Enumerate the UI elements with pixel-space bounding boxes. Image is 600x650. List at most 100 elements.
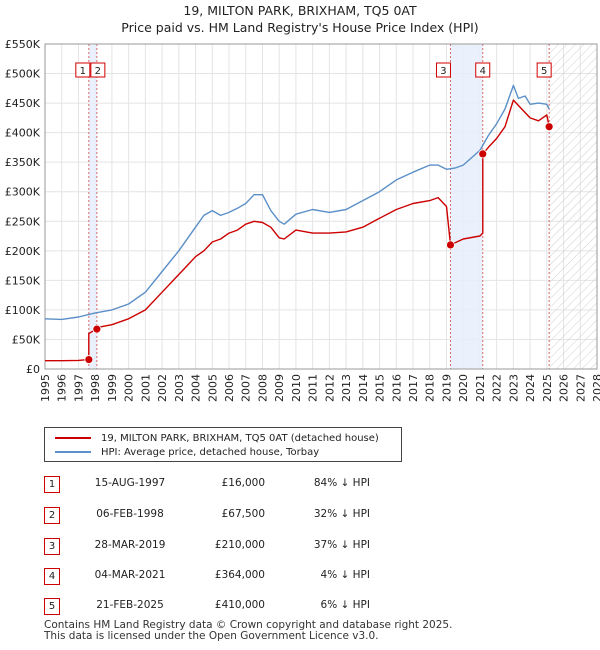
x-tick-label: 2006 xyxy=(223,374,236,402)
table-row: 1 15-AUG-1997 £16,000 84% ↓ HPI xyxy=(0,476,600,493)
sale-badge-label: 4 xyxy=(480,66,486,77)
table-row: 5 21-FEB-2025 £410,000 6% ↓ HPI xyxy=(0,598,600,615)
y-tick-label: £50K xyxy=(12,333,41,346)
x-tick-label: 2019 xyxy=(440,374,453,402)
x-tick-label: 2022 xyxy=(491,374,504,402)
row-date: 28-MAR-2019 xyxy=(94,539,166,551)
row-date: 06-FEB-1998 xyxy=(96,508,164,520)
hpi-line xyxy=(44,84,550,321)
x-tick-label: 1998 xyxy=(89,374,102,402)
x-tick-label: 2018 xyxy=(424,374,437,402)
x-tick-label: 2005 xyxy=(206,374,219,402)
row-number: 1 xyxy=(44,476,60,493)
row-date: 15-AUG-1997 xyxy=(94,477,166,489)
y-tick-label: £100K xyxy=(5,304,41,317)
y-tick-label: £200K xyxy=(5,245,41,258)
sale-badge xyxy=(536,62,552,78)
row-date: 04-MAR-2021 xyxy=(94,569,166,581)
y-tick-label: £550K xyxy=(5,38,41,51)
legend-swatch-property xyxy=(55,437,91,439)
x-tick-label: 2013 xyxy=(340,374,353,402)
property-price-line xyxy=(45,99,550,362)
x-tick-label: 2004 xyxy=(190,374,203,402)
sale-point xyxy=(544,122,554,132)
sale-point xyxy=(478,149,488,159)
legend-item-hpi: HPI: Average price, detached house, Torb… xyxy=(55,445,319,459)
row-hpi: 32% ↓ HPI xyxy=(313,508,370,520)
chart-subtitle: Price paid vs. HM Land Registry's House … xyxy=(121,20,479,35)
row-number: 5 xyxy=(44,598,60,615)
sale-badge-label: 5 xyxy=(541,66,547,77)
x-tick-label: 2012 xyxy=(323,374,336,402)
table-row: 4 04-MAR-2021 £364,000 4% ↓ HPI xyxy=(0,568,600,585)
sale-badge-label: 2 xyxy=(95,66,101,77)
y-tick-label: £500K xyxy=(5,68,41,81)
x-tick-label: 2000 xyxy=(123,374,136,402)
footer-copyright: Contains HM Land Registry data © Crown c… xyxy=(44,619,453,631)
x-tick-label: 1997 xyxy=(72,374,85,402)
sale-badge-label: 3 xyxy=(440,66,446,77)
y-tick-label: £400K xyxy=(5,127,41,140)
row-hpi: 6% ↓ HPI xyxy=(320,599,370,611)
y-tick-label: £300K xyxy=(5,186,41,199)
sale-badge-label: 1 xyxy=(80,66,86,77)
x-tick-label: 2003 xyxy=(173,374,186,402)
x-tick-label: 2027 xyxy=(574,374,587,402)
y-tick-label: £150K xyxy=(5,274,41,287)
x-tick-label: 2021 xyxy=(474,374,487,402)
x-tick-label: 2001 xyxy=(139,374,152,402)
row-price: £67,500 xyxy=(221,508,265,520)
legend-label-hpi: HPI: Average price, detached house, Torb… xyxy=(101,446,320,458)
sale-point xyxy=(446,240,455,250)
table-row: 3 28-MAR-2019 £210,000 37% ↓ HPI xyxy=(0,538,600,555)
table-row: 2 06-FEB-1998 £67,500 32% ↓ HPI xyxy=(0,507,600,524)
row-price: £410,000 xyxy=(214,599,265,611)
x-tick-label: 2028 xyxy=(591,374,600,402)
x-tick-label: 2026 xyxy=(558,374,571,402)
x-tick-label: 2007 xyxy=(240,374,253,402)
y-tick-label: £350K xyxy=(5,156,41,169)
row-number: 3 xyxy=(44,538,60,555)
shaded-period xyxy=(450,44,483,369)
y-tick-label: £250K xyxy=(5,215,41,228)
x-tick-label: 2009 xyxy=(273,374,286,402)
x-tick-label: 2008 xyxy=(256,374,269,402)
price-chart: 1 2 3 4 5 £0 £50K £100K £150K £200K £250K £300K £350… xyxy=(5,38,600,402)
legend: 19, MILTON PARK, BRIXHAM, TQ5 0AT (detac… xyxy=(44,427,402,462)
row-number: 2 xyxy=(44,507,60,524)
sale-badge xyxy=(435,62,451,78)
x-tick-label: 2023 xyxy=(507,374,520,402)
chart-title: 19, MILTON PARK, BRIXHAM, TQ5 0AT xyxy=(183,3,417,18)
row-price: £364,000 xyxy=(214,569,265,581)
x-tick-label: 2016 xyxy=(390,374,403,402)
x-tick-label: 2011 xyxy=(307,374,320,402)
x-tick-label: 2014 xyxy=(357,374,370,402)
x-tick-label: 2015 xyxy=(374,374,387,402)
footer: Contains HM Land Registry data © Crown c… xyxy=(44,620,452,642)
sale-point xyxy=(84,355,94,364)
legend-swatch-hpi xyxy=(55,451,91,453)
sale-badge xyxy=(475,62,491,78)
legend-item-property: 19, MILTON PARK, BRIXHAM, TQ5 0AT (detac… xyxy=(55,431,379,445)
x-tick-label: 1996 xyxy=(56,374,69,402)
row-price: £210,000 xyxy=(214,539,265,551)
shaded-period xyxy=(88,44,97,369)
sale-badge xyxy=(75,62,91,78)
row-price: £16,000 xyxy=(221,477,265,489)
future-hatch xyxy=(549,44,597,369)
plot-area xyxy=(45,44,597,369)
y-tick-label: £450K xyxy=(5,97,41,110)
x-tick-label: 2024 xyxy=(524,374,537,402)
x-tick-label: 1995 xyxy=(39,374,52,402)
x-tick-label: 2002 xyxy=(156,374,169,402)
row-hpi: 84% ↓ HPI xyxy=(313,477,370,489)
legend-label-property: 19, MILTON PARK, BRIXHAM, TQ5 0AT (detac… xyxy=(101,432,379,444)
x-tick-label: 1999 xyxy=(106,374,119,402)
y-tick-label: £0 xyxy=(26,363,40,376)
x-tick-label: 2020 xyxy=(457,374,470,402)
x-tick-label: 2010 xyxy=(290,374,303,402)
x-tick-label: 2025 xyxy=(541,374,554,402)
footer-licence: This data is licensed under the Open Gov… xyxy=(44,630,379,642)
plot-frame xyxy=(44,43,598,370)
sale-badge xyxy=(90,62,106,78)
